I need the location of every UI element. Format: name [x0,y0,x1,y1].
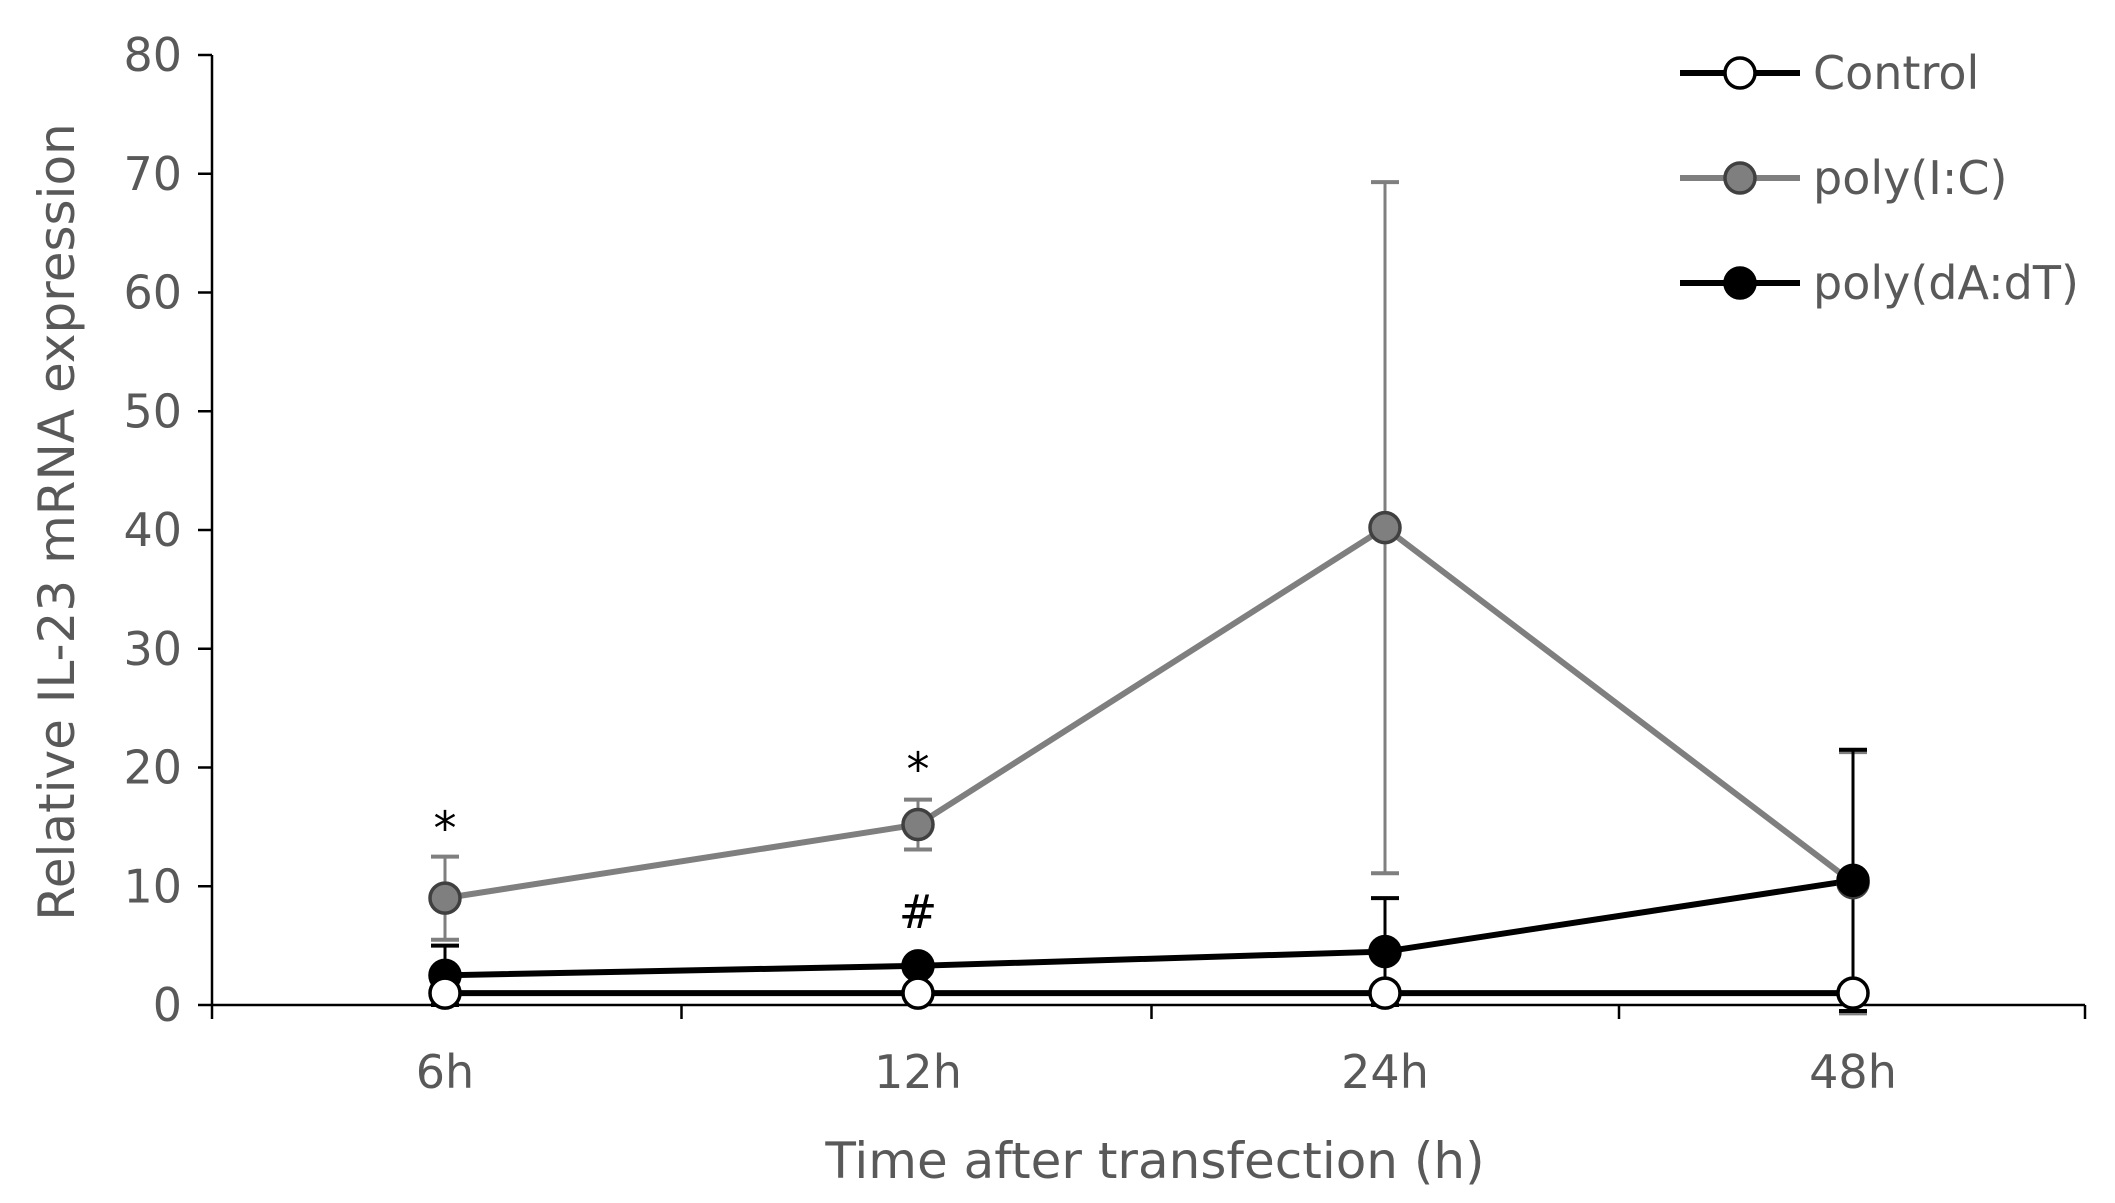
x-tick-label: 6h [416,1045,474,1099]
x-tick-labels: 6h 12h 24h 48h [416,1045,1897,1099]
y-tick-label: 40 [123,503,182,557]
x-tick-label: 24h [1341,1045,1429,1099]
significance-annotations: * * # [434,742,938,939]
legend-marker [1723,56,1757,90]
data-point [901,949,935,983]
data-points [428,510,1870,1010]
data-point [901,976,935,1010]
y-tick-label: 50 [123,384,182,438]
data-point [428,976,462,1010]
y-tick-label: 70 [123,147,182,201]
legend-label: poly(dA:dT) [1813,256,2079,310]
series-line [444,523,1855,902]
legend-marker [1723,266,1757,300]
x-axis-label: Time after transfection (h) [824,1132,1484,1190]
data-point [1368,510,1402,545]
x-tick-label: 12h [874,1045,962,1099]
error-bars [431,180,1867,1016]
y-tick-label: 10 [123,859,182,913]
series-lines [444,523,1855,997]
legend: Control poly(I:C) poly(dA:dT) [1680,46,2079,310]
x-tick-label: 48h [1809,1045,1897,1099]
data-point [1836,863,1870,898]
axes [198,53,2087,1019]
data-point [1368,976,1402,1010]
y-tick-labels: 0 10 20 30 40 50 60 70 80 [123,28,182,1032]
y-tick-label: 20 [123,741,182,795]
y-axis-label: Relative IL-23 mRNA expression [28,123,86,920]
y-tick-label: 80 [123,28,182,82]
data-point [901,807,935,842]
y-tick-label: 60 [123,266,182,320]
y-tick-label: 30 [123,622,182,676]
legend-label: Control [1813,46,1979,100]
y-tick-label: 0 [153,978,182,1032]
annotation-mark: * [434,802,457,856]
series-line [444,877,1854,979]
data-point [1368,934,1402,969]
annotation-mark: # [899,885,938,939]
data-point [428,881,462,915]
legend-label: poly(I:C) [1813,151,2007,205]
annotation-mark: * [907,742,930,796]
legend-marker [1723,161,1757,195]
data-point [1836,976,1870,1010]
